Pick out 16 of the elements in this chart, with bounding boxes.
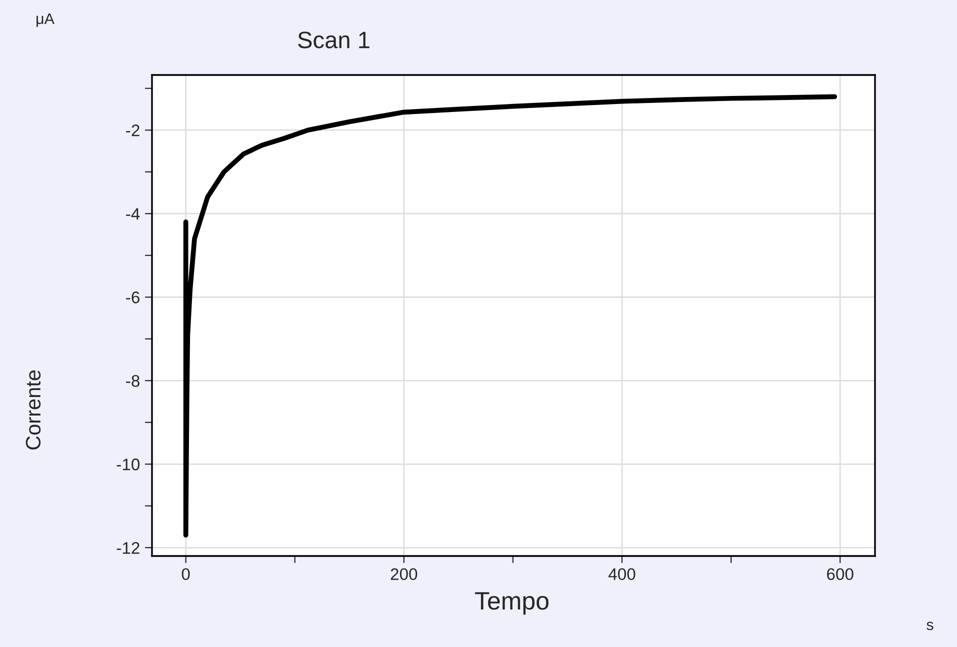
line-series: [183, 94, 838, 538]
text: μA: [36, 13, 54, 27]
x-tick-label: 0: [182, 568, 190, 580]
x-tick-label: 600: [827, 568, 854, 580]
y-tick-label: -2: [126, 124, 140, 136]
x-tick-label: 200: [390, 568, 418, 580]
chart-title: Scan 1: [298, 32, 370, 48]
y-tick-label: -4: [126, 208, 140, 220]
y-axis-title: Corrente: [26, 370, 41, 450]
y-tick-label: -8: [126, 375, 140, 387]
y-tick-label: -10: [116, 458, 140, 470]
y-tick-label: -12: [116, 542, 140, 554]
y-tick-label: -6: [126, 292, 140, 304]
x-axis-title: Tempo: [475, 592, 548, 615]
x-tick-label: 400: [608, 568, 636, 580]
text: s: [926, 622, 934, 630]
